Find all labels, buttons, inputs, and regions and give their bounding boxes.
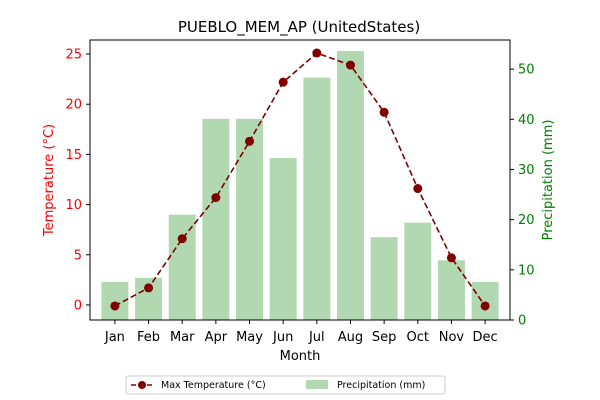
plot-frame [89, 39, 511, 321]
temperature-point-jan [110, 301, 120, 311]
y-left-axis-ticks: 0 5 10 15 20 25 [65, 48, 90, 313]
temperature-point-jul [312, 48, 322, 58]
temperature-point-apr [211, 193, 221, 203]
bar-apr [202, 118, 230, 320]
legend-label-temperature: Max Temperature (°C) [161, 380, 266, 391]
x-tick-label: Mar [170, 330, 195, 345]
x-tick-label: Apr [205, 330, 228, 345]
bar-dec [471, 281, 499, 320]
x-tick-label: Jul [308, 330, 325, 345]
y-left-tick-label: 0 [74, 298, 82, 313]
temperature-point-aug [345, 60, 355, 70]
x-tick-label: Oct [407, 330, 429, 345]
y-right-tick-label: 50 [518, 63, 535, 78]
y-left-tick-label: 15 [65, 148, 82, 163]
x-tick-label: Nov [439, 330, 465, 345]
y-left-tick-label: 20 [65, 98, 82, 113]
y-right-tick-label: 10 [518, 263, 535, 278]
bar-jun [269, 157, 297, 320]
bar-may [236, 118, 263, 320]
temperature-point-mar [177, 234, 187, 244]
x-tick-label: Jan [104, 330, 125, 345]
x-tick-label: May [236, 330, 263, 345]
y-left-tick-label: 10 [65, 198, 82, 213]
temperature-point-dec [480, 301, 490, 311]
y-right-tick-label: 40 [518, 113, 535, 128]
bar-jul [303, 77, 331, 321]
legend-box [125, 375, 446, 395]
temperature-point-sep [379, 107, 389, 117]
temperature-point-feb [144, 283, 154, 293]
y-right-tick-label: 20 [518, 213, 535, 228]
legend: Max Temperature (°C) Precipitation (mm) [125, 375, 446, 395]
y-right-tick-label: 30 [518, 163, 535, 178]
x-tick-label: Jun [272, 330, 293, 345]
y-right-tick-label: 0 [518, 314, 526, 329]
x-axis-ticks: Jan Feb Mar Apr May Jun Jul Aug Sep Oct Nov Dec [104, 320, 498, 345]
legend-line-marker [138, 381, 146, 389]
legend-label-precipitation: Precipitation (mm) [337, 380, 425, 391]
y-left-tick-label: 25 [65, 48, 82, 63]
x-tick-label: Feb [137, 330, 160, 345]
x-tick-label: Dec [473, 330, 498, 345]
bar-nov [437, 260, 465, 320]
legend-bar-swatch [306, 380, 328, 389]
chart-title: PUEBLO_MEM_AP (UnitedStates) [178, 18, 420, 37]
temperature-point-oct [413, 184, 423, 194]
x-tick-label: Sep [372, 330, 397, 345]
line-layer [110, 48, 490, 311]
y-right-axis-label: Precipitation (mm) [541, 120, 556, 241]
temperature-point-nov [446, 253, 456, 263]
bars-layer [101, 51, 499, 321]
y-left-axis-label: Temperature (°C) [42, 124, 57, 237]
y-right-axis-ticks: 0 10 20 30 40 50 [510, 63, 535, 329]
temperature-point-jun [278, 77, 288, 87]
x-tick-label: Aug [338, 330, 363, 345]
bar-aug [337, 51, 364, 320]
x-axis-label: Month [280, 349, 321, 364]
y-left-tick-label: 5 [74, 248, 82, 263]
bar-sep [370, 237, 398, 320]
bar-mar [168, 214, 196, 320]
bar-oct [404, 222, 432, 320]
temperature-line [114, 52, 486, 307]
temperature-point-may [245, 136, 255, 146]
